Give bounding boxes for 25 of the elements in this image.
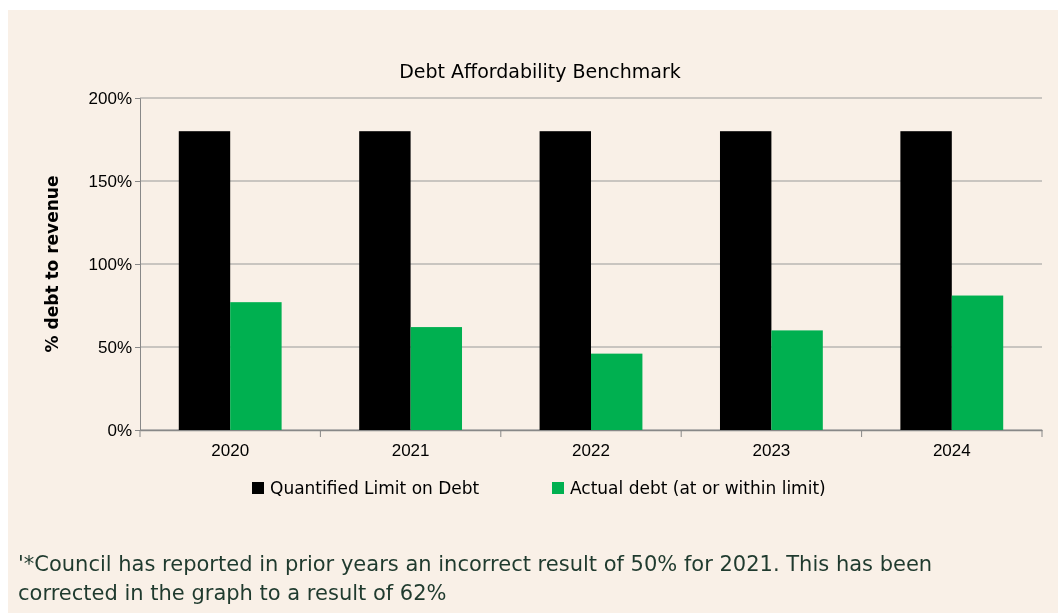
- bar: [539, 131, 591, 430]
- bar: [591, 353, 643, 430]
- bar: [719, 131, 772, 430]
- legend-label: Actual debt (at or within limit): [570, 478, 826, 498]
- x-tick-label: 2020: [211, 441, 250, 461]
- x-tick-label: 2022: [572, 441, 610, 461]
- bar: [771, 330, 823, 430]
- y-tick-label: 100%: [88, 254, 132, 274]
- bar: [178, 131, 231, 430]
- chart-title: Debt Affordability Benchmark: [399, 60, 681, 82]
- x-tick-label: 2021: [391, 441, 430, 461]
- legend-label: Quantified Limit on Debt: [270, 478, 480, 498]
- y-axis-title: % debt to revenue: [42, 175, 62, 353]
- y-tick-label: 50%: [97, 337, 132, 357]
- bar: [230, 302, 282, 430]
- x-tick-label: 2023: [752, 441, 791, 461]
- y-tick-label: 200%: [88, 88, 132, 108]
- bar: [951, 295, 1004, 430]
- y-tick-label: 150%: [88, 171, 132, 191]
- bar: [900, 131, 952, 430]
- text: '*Council has reported in prior years an incorrect result of 50% for 2021. This has been corrected in the graph to a result of 62%: [18, 551, 934, 607]
- bar: [410, 327, 463, 430]
- bar: [359, 131, 411, 430]
- x-tick-label: 2024: [932, 441, 971, 461]
- y-tick-label: 0%: [107, 420, 132, 440]
